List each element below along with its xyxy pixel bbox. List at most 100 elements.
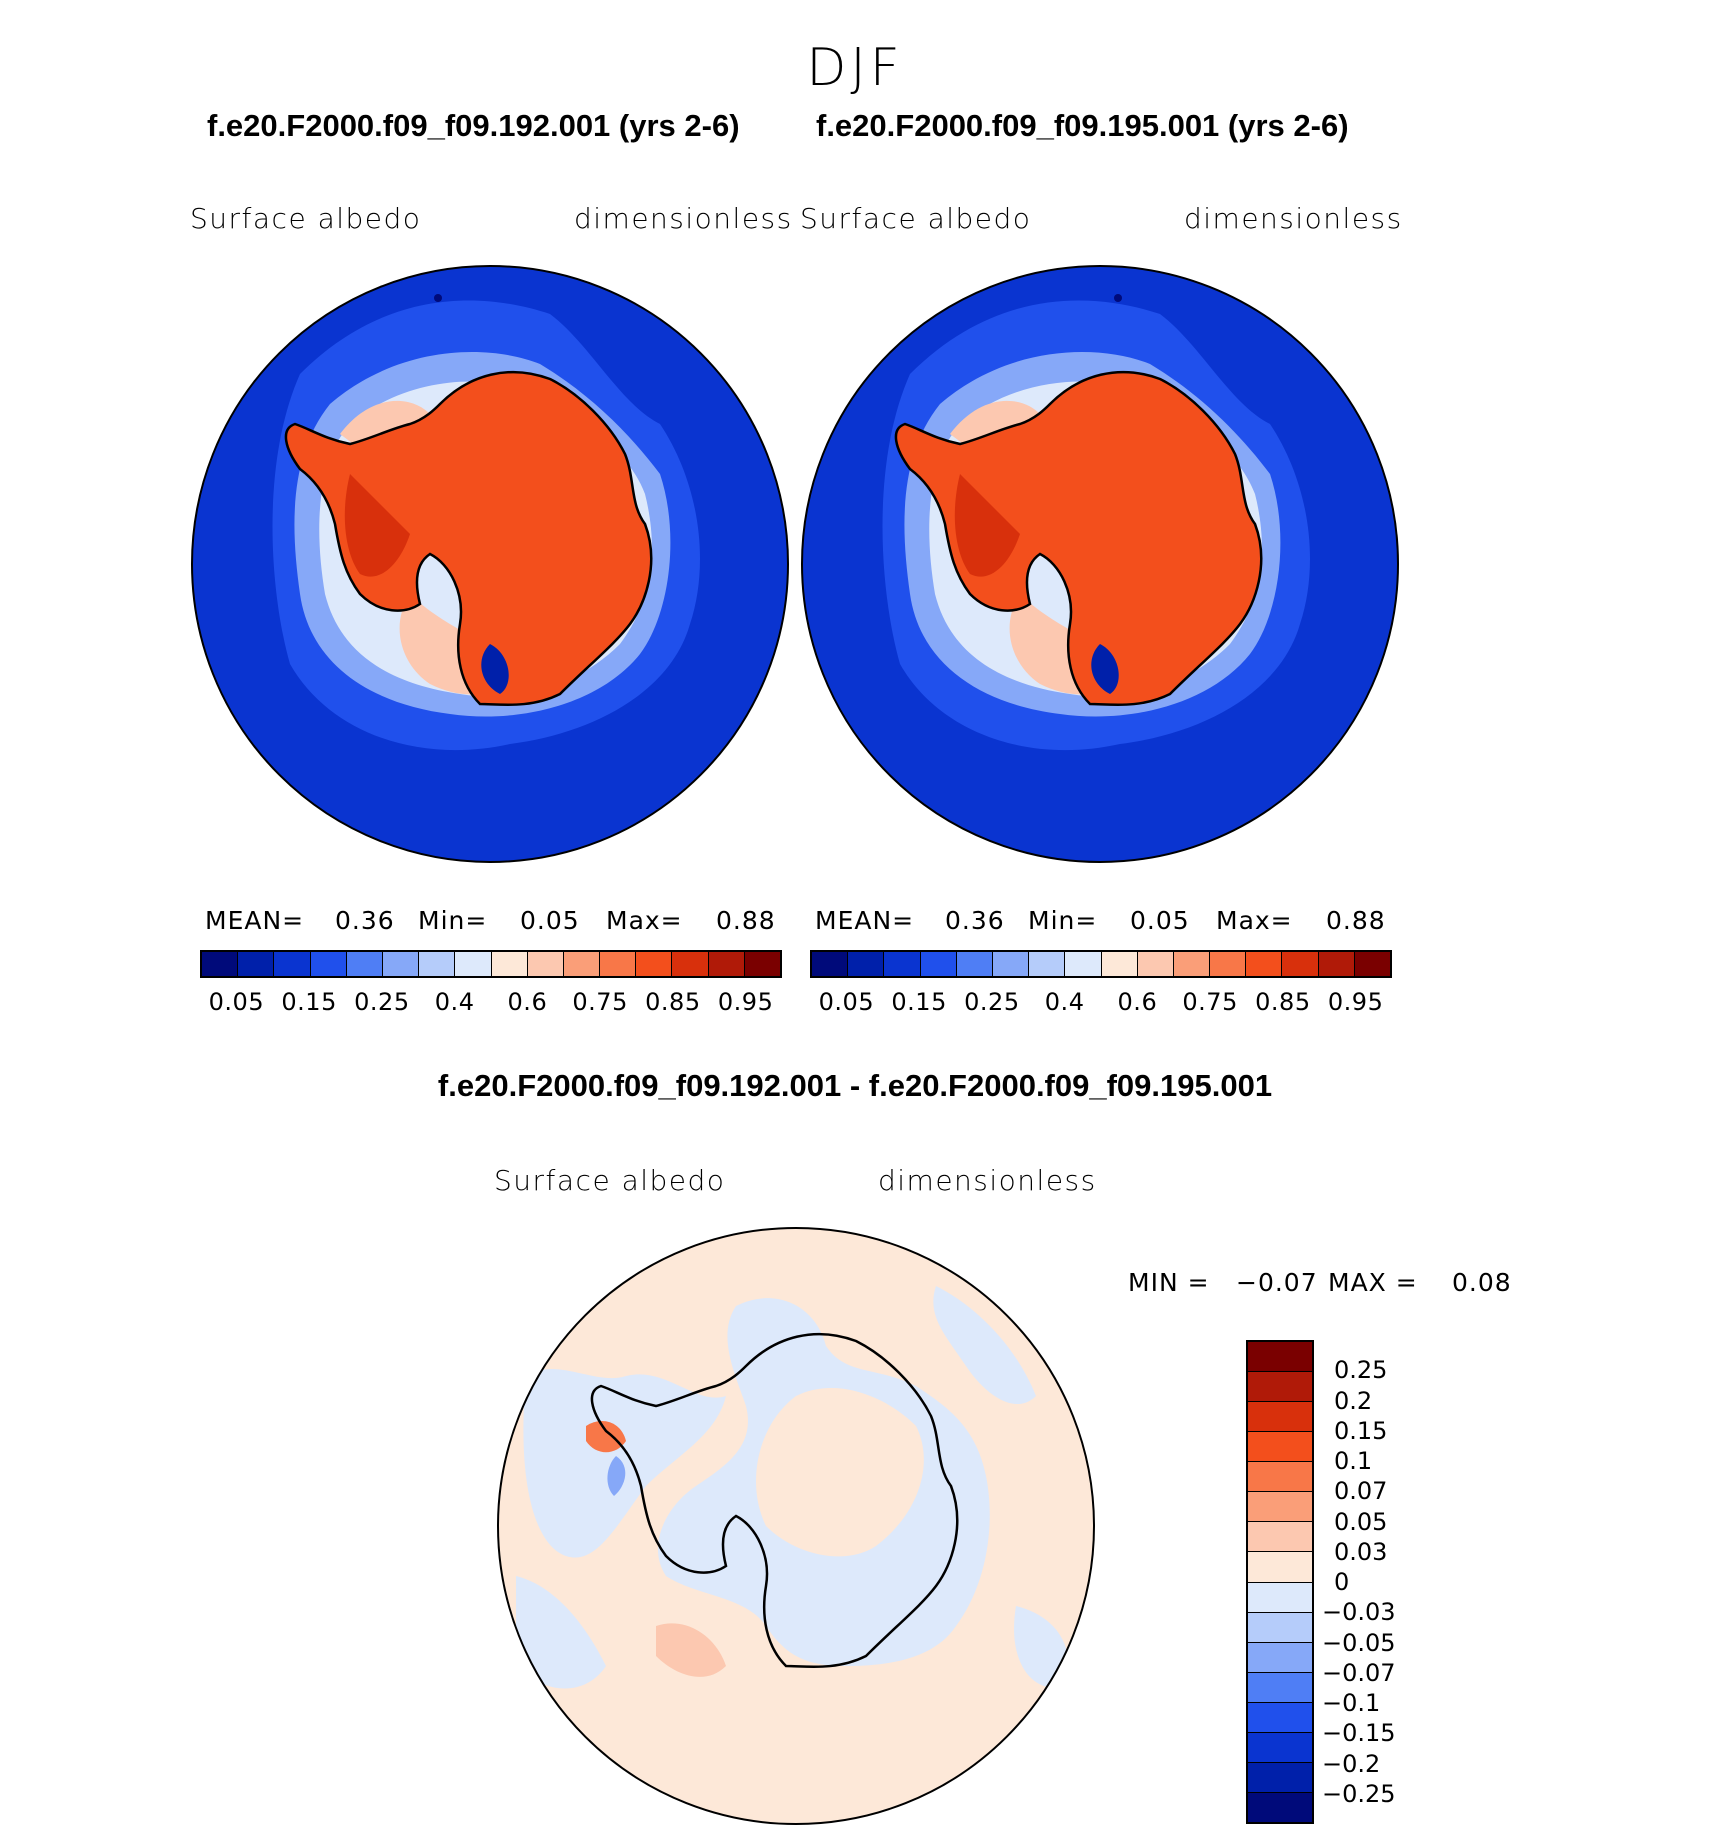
colorbar-tick-label: −0.1 [1322, 1689, 1381, 1717]
difference-min-value: −0.07 [1236, 1268, 1318, 1297]
colorbar-swatch [1248, 1702, 1312, 1733]
colorbar-tick-label: 0.15 [1334, 1416, 1388, 1445]
colorbar-tick-label: 0.05 [1334, 1507, 1388, 1536]
colorbar-swatch [1210, 952, 1247, 976]
case-title-right: f.e20.F2000.f09_f09.195.001 (yrs 2-6) [816, 108, 1349, 143]
colorbar-swatch [884, 952, 921, 976]
difference-max-label: MAX = [1328, 1268, 1418, 1297]
colorbar-tick-label: 0.15 [281, 988, 337, 1016]
colorbar-left-ticks: 0.05 0.15 0.25 0.4 0.6 0.75 0.85 0.95 [200, 988, 782, 1018]
colorbar-tick-label: 0.2 [1334, 1386, 1373, 1415]
difference-title: f.e20.F2000.f09_f09.192.001 - f.e20.F200… [437, 1068, 1273, 1103]
colorbar-tick-label: 0.07 [1334, 1477, 1388, 1506]
colorbar-tick-label: 0.85 [645, 988, 701, 1016]
colorbar-tick-label: 0.25 [354, 988, 410, 1016]
colorbar-swatch [1248, 1672, 1312, 1703]
colorbar-swatch [744, 952, 780, 976]
max-label-right: Max= [1216, 906, 1293, 935]
colorbar-swatch [848, 952, 885, 976]
colorbar-tick-label: 0.25 [964, 988, 1020, 1016]
colorbar-swatch [1065, 952, 1102, 976]
difference-colorbar-ticks: 0.25 0.2 0.15 0.1 0.07 0.05 0.03 0 −0.03 −0.05 −0.… [1322, 1340, 1462, 1824]
colorbar-swatch [1173, 952, 1211, 976]
colorbar-swatch [1101, 952, 1138, 976]
figure-title: DJF [806, 38, 904, 98]
colorbar-tick-label: 0.6 [1117, 988, 1158, 1016]
colorbar-tick-label: 0.4 [1044, 988, 1085, 1016]
colorbar-tick-label: 0.75 [1182, 988, 1238, 1016]
colorbar-swatch [636, 952, 673, 976]
colorbar-swatch [1248, 1492, 1312, 1523]
mean-label-right: MEAN= [815, 906, 915, 935]
colorbar-swatch [1248, 1612, 1312, 1643]
colorbar-swatch [1137, 952, 1174, 976]
colorbar-swatch [1248, 1522, 1312, 1553]
colorbar-tick-label: −0.07 [1322, 1658, 1396, 1687]
colorbar-swatch [202, 952, 239, 976]
colorbar-swatch [1248, 1732, 1312, 1763]
colorbar-tick-label: 0.05 [818, 988, 875, 1016]
mean-value-right: 0.36 [945, 906, 1005, 935]
colorbar-swatch [920, 952, 957, 976]
difference-units: dimensionless [878, 1164, 1097, 1197]
colorbar-left [200, 950, 782, 978]
max-label-left: Max= [606, 906, 683, 935]
antarctic-map-left [191, 265, 789, 863]
min-value-left: 0.05 [520, 906, 580, 935]
colorbar-tick-label: 0.75 [572, 988, 628, 1016]
mean-value-left: 0.36 [335, 906, 395, 935]
colorbar-tick-label: 0.95 [717, 988, 774, 1016]
colorbar-tick-label: 0.6 [507, 988, 548, 1016]
colorbar-swatch [1282, 952, 1319, 976]
colorbar-swatch [238, 952, 275, 976]
colorbar-swatch [1246, 952, 1283, 976]
difference-min-label: MIN = [1128, 1268, 1210, 1297]
colorbar-swatch [1248, 1402, 1312, 1433]
colorbar-tick-label: 0.05 [208, 988, 265, 1016]
min-value-right: 0.05 [1130, 906, 1190, 935]
colorbar-tick-label: 0.25 [1334, 1356, 1388, 1385]
colorbar-swatch [1354, 952, 1390, 976]
difference-colorbar [1246, 1340, 1314, 1824]
max-value-right: 0.88 [1326, 906, 1386, 935]
colorbar-tick-label: 0 [1334, 1568, 1350, 1596]
colorbar-swatch [1248, 1642, 1312, 1673]
panel-left-units: dimensionless [574, 202, 793, 235]
colorbar-tick-label: −0.15 [1322, 1719, 1396, 1748]
max-value-left: 0.88 [716, 906, 776, 935]
colorbar-swatch [992, 952, 1030, 976]
colorbar-swatch [1029, 952, 1066, 976]
colorbar-swatch [419, 952, 456, 976]
colorbar-swatch [1248, 1762, 1312, 1793]
colorbar-right [810, 950, 1392, 978]
difference-max-value: 0.08 [1452, 1268, 1512, 1297]
colorbar-right-ticks: 0.05 0.15 0.25 0.4 0.6 0.75 0.85 0.95 [810, 988, 1392, 1018]
colorbar-swatch [346, 952, 383, 976]
colorbar-tick-label: −0.05 [1322, 1628, 1396, 1657]
difference-map [497, 1227, 1095, 1825]
colorbar-swatch [708, 952, 745, 976]
min-label-right: Min= [1028, 906, 1098, 935]
colorbar-swatch [1248, 1342, 1312, 1373]
colorbar-tick-label: 0.4 [434, 988, 475, 1016]
colorbar-swatch [310, 952, 347, 976]
colorbar-swatch [600, 952, 637, 976]
colorbar-swatch [1318, 952, 1355, 976]
colorbar-swatch [1248, 1432, 1312, 1463]
colorbar-tick-label: −0.25 [1322, 1779, 1396, 1808]
colorbar-swatch [274, 952, 311, 976]
mean-label-left: MEAN= [205, 906, 305, 935]
colorbar-swatch [956, 952, 993, 976]
case-title-left: f.e20.F2000.f09_f09.192.001 (yrs 2-6) [207, 108, 740, 143]
difference-variable: Surface albedo [494, 1164, 726, 1197]
colorbar-swatch [563, 952, 601, 976]
antarctic-map-right [801, 265, 1399, 863]
colorbar-swatch [455, 952, 492, 976]
colorbar-swatch [1248, 1792, 1312, 1822]
colorbar-swatch [491, 952, 528, 976]
colorbar-swatch [1248, 1372, 1312, 1403]
min-label-left: Min= [418, 906, 488, 935]
colorbar-swatch [1248, 1462, 1312, 1493]
colorbar-swatch [812, 952, 849, 976]
colorbar-swatch [527, 952, 564, 976]
